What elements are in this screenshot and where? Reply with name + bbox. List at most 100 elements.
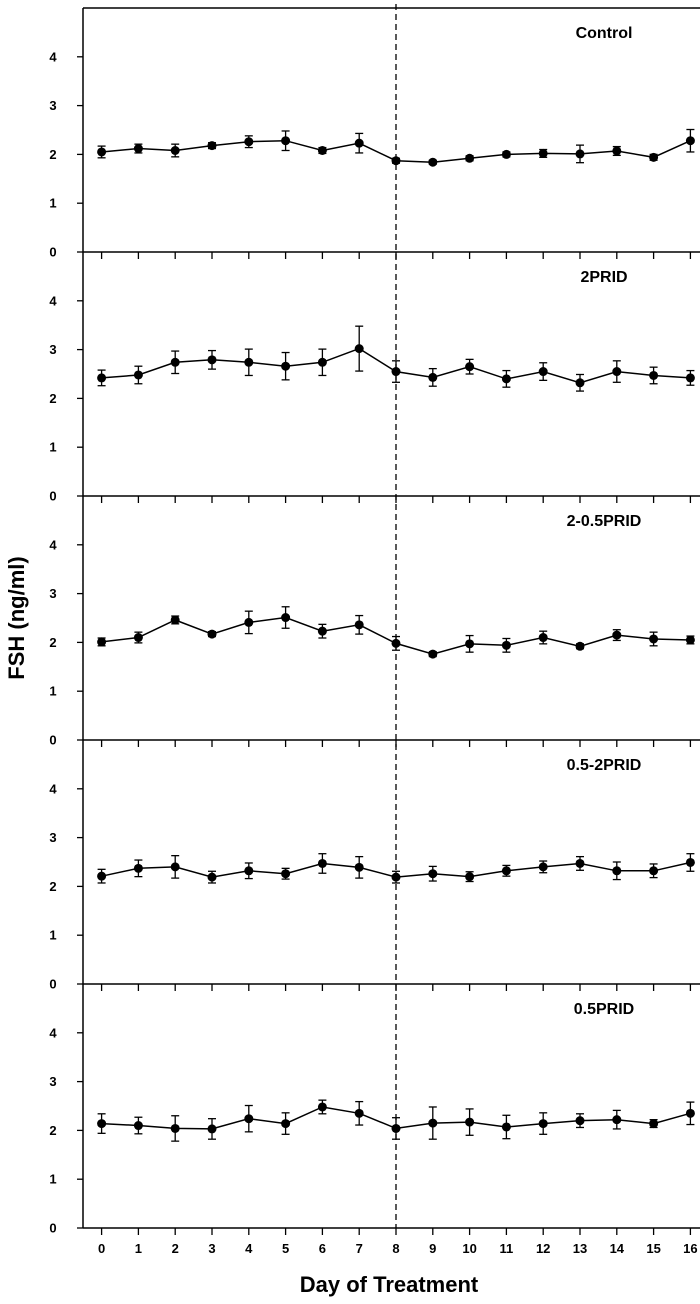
data-point — [207, 1124, 217, 1134]
panel-label: 0.5PRID — [574, 1001, 634, 1018]
data-point — [244, 617, 254, 627]
y-axis-title: FSH (ng/ml) — [4, 556, 29, 679]
data-point — [538, 367, 548, 377]
data-point — [281, 869, 291, 879]
data-point — [244, 866, 254, 876]
x-tick-label: 5 — [282, 1241, 289, 1256]
data-point — [649, 634, 659, 644]
data-point — [170, 357, 180, 367]
x-axis-title: Day of Treatment — [300, 1272, 479, 1297]
data-point — [281, 136, 291, 146]
x-tick-label: 6 — [319, 1241, 326, 1256]
data-point — [170, 862, 180, 872]
data-point — [428, 649, 438, 659]
data-point — [612, 146, 622, 156]
data-point — [685, 1108, 695, 1118]
y-tick-label: 0 — [49, 733, 56, 748]
data-point — [281, 361, 291, 371]
data-point — [354, 620, 364, 630]
data-point — [281, 1119, 291, 1129]
data-point — [612, 1115, 622, 1125]
data-point — [97, 871, 107, 881]
data-point — [133, 863, 143, 873]
y-tick-label: 1 — [49, 440, 56, 455]
data-point — [391, 367, 401, 377]
data-point — [207, 629, 217, 639]
data-point — [575, 149, 585, 159]
data-point — [244, 137, 254, 147]
data-point — [354, 344, 364, 354]
data-point — [207, 872, 217, 882]
x-axis: 0 1 2 3 4 5 6 7 8 9 10 11 12 13 14 15 16 — [98, 1241, 698, 1256]
y-tick-label: 2 — [49, 1123, 56, 1138]
data-point — [685, 373, 695, 383]
data-point — [575, 378, 585, 388]
data-point — [354, 862, 364, 872]
y-tick-label: 3 — [49, 1074, 56, 1089]
y-tick-label: 1 — [49, 928, 56, 943]
data-point — [317, 858, 327, 868]
data-point — [97, 637, 107, 647]
data-point — [575, 1116, 585, 1126]
data-point — [538, 148, 548, 158]
data-point — [465, 362, 475, 372]
data-point — [354, 1108, 364, 1118]
x-tick-label: 4 — [245, 1241, 253, 1256]
y-tick-label: 4 — [49, 537, 57, 552]
y-tick-label: 4 — [49, 49, 57, 64]
data-point — [170, 1123, 180, 1133]
data-point — [538, 633, 548, 643]
data-point — [501, 866, 511, 876]
data-point — [649, 370, 659, 380]
data-point — [428, 372, 438, 382]
y-tick-label: 2 — [49, 147, 56, 162]
data-point — [465, 153, 475, 163]
x-tick-label: 3 — [208, 1241, 215, 1256]
x-tick-label: 16 — [683, 1241, 697, 1256]
data-point — [170, 145, 180, 155]
data-point — [538, 862, 548, 872]
data-point — [538, 1119, 548, 1129]
x-tick-label: 10 — [462, 1241, 476, 1256]
data-point — [501, 1122, 511, 1132]
data-point — [685, 857, 695, 867]
y-tick-label: 3 — [49, 342, 56, 357]
y-tick-label: 4 — [49, 781, 57, 796]
data-point — [612, 367, 622, 377]
data-point — [649, 152, 659, 162]
panels-group: 0 1 2 3 4 Control 0 1 2 3 4 2PRID 0 1 2 3 4 2-0.5PRID 0 1 2 3… — [49, 7, 700, 1236]
y-tick-label: 3 — [49, 830, 56, 845]
x-tick-label: 2 — [172, 1241, 179, 1256]
panel-label: 0.5-2PRID — [567, 757, 642, 774]
data-point — [685, 136, 695, 146]
y-tick-label: 4 — [49, 293, 57, 308]
data-point — [501, 374, 511, 384]
panel-0-5-2prid: 0 1 2 3 4 0.5-2PRID — [49, 740, 700, 992]
data-point — [207, 355, 217, 365]
data-point — [612, 630, 622, 640]
x-tick-label: 8 — [392, 1241, 399, 1256]
x-tick-label: 1 — [135, 1241, 142, 1256]
data-point — [317, 626, 327, 636]
data-point — [391, 638, 401, 648]
y-tick-label: 2 — [49, 879, 56, 894]
y-tick-label: 1 — [49, 1172, 56, 1187]
data-point — [428, 1118, 438, 1128]
data-point — [428, 157, 438, 167]
y-tick-label: 0 — [49, 977, 56, 992]
x-tick-label: 13 — [573, 1241, 587, 1256]
y-tick-label: 3 — [49, 98, 56, 113]
panel-2prid: 0 1 2 3 4 2PRID — [49, 252, 700, 504]
data-point — [244, 357, 254, 367]
data-point — [465, 1117, 475, 1127]
x-tick-label: 15 — [646, 1241, 660, 1256]
data-point — [97, 147, 107, 157]
data-point — [649, 1119, 659, 1129]
data-point — [575, 858, 585, 868]
data-point — [501, 149, 511, 159]
x-tick-label: 14 — [610, 1241, 625, 1256]
data-point — [685, 635, 695, 645]
data-point — [244, 1114, 254, 1124]
data-point — [317, 145, 327, 155]
